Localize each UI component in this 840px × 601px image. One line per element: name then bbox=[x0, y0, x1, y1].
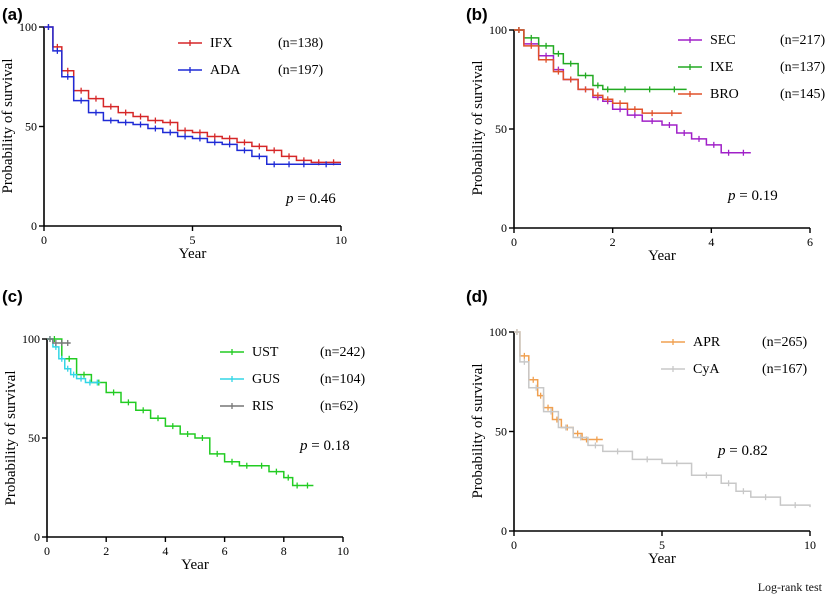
p-value-text: = 0.19 bbox=[736, 188, 778, 204]
legend-label: RIS bbox=[252, 399, 274, 414]
y-axis-title: Probability of survival bbox=[470, 61, 486, 196]
x-axis-title: Year bbox=[648, 551, 676, 567]
x-tick-label: 10 bbox=[337, 544, 349, 558]
p-value: p = 0.82 bbox=[717, 443, 768, 459]
x-tick-label: 6 bbox=[807, 235, 813, 249]
p-symbol: p bbox=[717, 443, 726, 459]
survival-curve-cya bbox=[514, 331, 811, 508]
p-symbol: p bbox=[285, 191, 294, 207]
p-value: p = 0.18 bbox=[299, 438, 350, 454]
p-value: p = 0.46 bbox=[285, 191, 336, 207]
legend-count: (n=242) bbox=[320, 345, 366, 360]
y-tick-label: 0 bbox=[501, 221, 507, 235]
p-value-text: = 0.46 bbox=[294, 191, 337, 207]
x-tick-label: 5 bbox=[190, 233, 196, 247]
survival-curve-bro bbox=[514, 29, 682, 114]
survival-curve-ust bbox=[47, 338, 314, 487]
x-tick-label: 0 bbox=[44, 544, 50, 558]
legend-label: APR bbox=[693, 335, 721, 350]
p-symbol: p bbox=[727, 188, 736, 204]
legend-count: (n=137) bbox=[780, 60, 826, 75]
legend-label: IXE bbox=[710, 60, 733, 75]
legend-label: CyA bbox=[693, 362, 720, 377]
y-tick-label: 100 bbox=[22, 332, 40, 346]
y-tick-label: 0 bbox=[31, 219, 37, 233]
panel-label: (a) bbox=[2, 5, 23, 24]
survival-curve-ixe bbox=[514, 29, 687, 91]
legend-count: (n=138) bbox=[278, 36, 324, 51]
y-tick-label: 100 bbox=[19, 20, 37, 34]
x-tick-label: 2 bbox=[610, 235, 616, 249]
legend-label: ADA bbox=[210, 63, 241, 78]
y-axis-title: Probability of survival bbox=[3, 371, 19, 506]
x-axis-title: Year bbox=[179, 246, 207, 262]
legend-count: (n=265) bbox=[762, 335, 808, 350]
x-tick-label: 0 bbox=[41, 233, 47, 247]
y-axis-title: Probability of survival bbox=[470, 364, 486, 499]
y-axis-title: Probability of survival bbox=[0, 59, 16, 194]
legend-count: (n=104) bbox=[320, 372, 366, 387]
footer-note: Log-rank test bbox=[757, 580, 822, 594]
legend-count: (n=62) bbox=[320, 399, 359, 414]
y-tick-label: 100 bbox=[489, 23, 507, 37]
legend-count: (n=145) bbox=[780, 87, 826, 102]
panel-label: (b) bbox=[466, 5, 488, 24]
legend-label: GUS bbox=[252, 372, 280, 387]
x-tick-label: 6 bbox=[222, 544, 228, 558]
panel-label: (c) bbox=[2, 287, 23, 306]
x-tick-label: 0 bbox=[511, 538, 517, 552]
x-tick-label: 10 bbox=[804, 538, 816, 552]
legend-label: SEC bbox=[710, 33, 736, 48]
x-tick-label: 8 bbox=[281, 544, 287, 558]
p-value-text: = 0.18 bbox=[308, 438, 350, 454]
survival-curve-ada bbox=[44, 26, 341, 166]
panel-label: (d) bbox=[466, 287, 488, 306]
y-tick-label: 100 bbox=[489, 325, 507, 339]
y-tick-label: 0 bbox=[34, 530, 40, 544]
legend-count: (n=217) bbox=[780, 33, 826, 48]
x-tick-label: 4 bbox=[708, 235, 714, 249]
survival-curve-ifx bbox=[44, 26, 341, 164]
y-tick-label: 0 bbox=[501, 524, 507, 538]
x-axis-title: Year bbox=[648, 248, 676, 264]
x-tick-label: 10 bbox=[335, 233, 347, 247]
p-value: p = 0.19 bbox=[727, 188, 778, 204]
x-tick-label: 5 bbox=[659, 538, 665, 552]
legend-label: BRO bbox=[710, 87, 739, 102]
survival-curve-gus bbox=[47, 338, 101, 384]
legend-count: (n=167) bbox=[762, 362, 808, 377]
p-symbol: p bbox=[299, 438, 308, 454]
x-tick-label: 0 bbox=[511, 235, 517, 249]
x-tick-label: 2 bbox=[103, 544, 109, 558]
x-tick-label: 4 bbox=[162, 544, 168, 558]
legend-label: IFX bbox=[210, 36, 233, 51]
p-value-text: = 0.82 bbox=[726, 443, 768, 459]
y-tick-label: 50 bbox=[28, 431, 40, 445]
x-axis-title: Year bbox=[181, 557, 209, 573]
y-tick-label: 50 bbox=[495, 425, 507, 439]
y-tick-label: 50 bbox=[25, 120, 37, 134]
survival-curve-apr bbox=[514, 331, 603, 441]
legend-count: (n=197) bbox=[278, 63, 324, 78]
y-tick-label: 50 bbox=[495, 122, 507, 136]
legend-label: UST bbox=[252, 345, 279, 360]
